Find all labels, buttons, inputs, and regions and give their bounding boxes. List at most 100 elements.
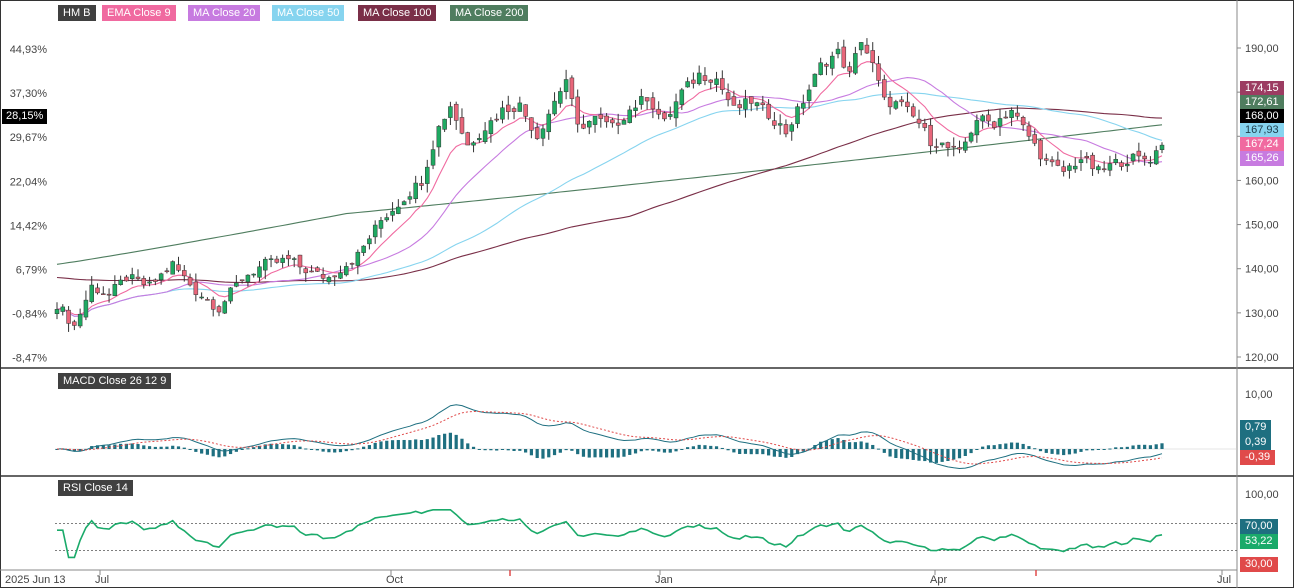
macd-histogram-bar	[263, 444, 267, 449]
candle-body	[644, 97, 650, 102]
candle-body	[997, 118, 1003, 127]
macd-histogram-bar	[1143, 444, 1147, 449]
candle-body	[396, 206, 401, 214]
candle-body	[633, 107, 638, 111]
candle-body	[928, 124, 933, 147]
macd-histogram-bar	[1004, 443, 1008, 449]
macd-histogram-bar	[471, 446, 476, 449]
candle-body	[939, 142, 945, 146]
candle-body	[303, 268, 309, 274]
macd-histogram-bar	[460, 438, 464, 449]
macd-histogram-bar	[113, 444, 117, 449]
macd-histogram-bar	[1027, 446, 1031, 449]
candle-body	[986, 114, 991, 122]
macd-histogram-bar	[547, 449, 551, 458]
candle-body	[760, 102, 766, 106]
candle-body	[506, 104, 511, 112]
candle-body	[737, 104, 742, 109]
macd-histogram-bar	[1131, 445, 1135, 449]
candle-body	[118, 279, 123, 285]
macd-histogram-bar	[518, 449, 522, 451]
candle-body	[372, 224, 378, 238]
candle-body	[806, 89, 812, 101]
candle-body	[1026, 125, 1032, 137]
macd-histogram-bar	[338, 449, 343, 453]
candle-body	[714, 78, 719, 85]
candle-body	[789, 124, 794, 132]
candle-body	[841, 46, 847, 68]
macd-indicator-label[interactable]: MACD Close 26 12 9	[58, 373, 172, 389]
macd-histogram-bar	[367, 445, 372, 449]
macd-histogram-bar	[1033, 448, 1037, 450]
macd-histogram-bar	[969, 449, 973, 454]
macd-histogram-bar	[500, 449, 505, 450]
macd-histogram-bar	[1067, 449, 1072, 455]
macd-histogram-bar	[1038, 449, 1043, 452]
macd-histogram-bar	[622, 449, 626, 457]
macd-histogram-bar	[437, 435, 441, 449]
candle-body	[344, 266, 349, 276]
rsi-indicator-label[interactable]: RSI Close 14	[58, 480, 133, 496]
candle-body	[60, 306, 66, 312]
candle-body	[193, 281, 199, 295]
macd-histogram-bar	[1148, 445, 1153, 449]
candle-body	[974, 120, 980, 136]
macd-histogram-bar	[466, 443, 470, 449]
legend-ma100[interactable]: MA Close 100	[358, 5, 437, 21]
macd-histogram-bar	[610, 449, 614, 458]
macd-histogram-bar	[489, 449, 493, 451]
candle-body	[1038, 139, 1043, 160]
percent-tick-label: 29,67%	[10, 132, 48, 144]
candle-body	[517, 102, 523, 112]
macd-histogram-bar	[552, 449, 557, 456]
macd-histogram-bar	[645, 449, 649, 451]
candle-body	[801, 103, 806, 109]
legend-ma20[interactable]: MA Close 20	[188, 5, 261, 21]
candle-body	[864, 44, 870, 54]
candle-body	[263, 258, 268, 271]
candle-body	[453, 103, 459, 121]
legend-ma200[interactable]: MA Close 200	[450, 5, 529, 21]
candle-body	[488, 120, 494, 134]
candle-body	[731, 96, 737, 106]
macd-histogram-bar	[558, 449, 562, 453]
candle-body	[772, 120, 777, 126]
macd-tick-label: 10,00	[1245, 389, 1273, 401]
macd-histogram-bar	[876, 448, 881, 450]
candle-body	[621, 120, 627, 125]
legend-symbol[interactable]: HM B	[58, 5, 96, 21]
macd-histogram-bar	[564, 449, 568, 451]
candle-body	[326, 277, 332, 283]
candle-body	[1136, 150, 1142, 157]
macd-histogram-bar	[176, 446, 181, 449]
legend-ma50[interactable]: MA Close 50	[272, 5, 345, 21]
macd-histogram-bar	[1119, 447, 1124, 449]
macd-histogram-bar	[1021, 443, 1025, 449]
price-tag-ema9: 167,24	[1240, 137, 1284, 152]
candle-body	[581, 123, 586, 129]
macd-histogram-bar	[362, 446, 366, 449]
macd-histogram-bar	[1096, 449, 1100, 450]
candle-body	[187, 277, 193, 286]
time-tick-label: Apr	[930, 574, 947, 586]
candle-body	[853, 53, 858, 74]
candle-body	[910, 106, 916, 117]
candle-body	[106, 293, 112, 296]
macd-histogram-bar	[142, 445, 146, 449]
candlestick-series	[54, 38, 1165, 332]
macd-histogram-bar	[1009, 442, 1014, 449]
macd-histogram-bar	[524, 449, 528, 453]
price-tick-label: 120,00	[1245, 352, 1279, 364]
candle-body	[309, 270, 314, 273]
macd-histogram-bar	[315, 449, 319, 451]
macd-histogram-bar	[379, 441, 383, 449]
candle-body	[1130, 153, 1136, 162]
candle-body	[534, 127, 540, 139]
price-tag-ma50: 167,93	[1240, 123, 1284, 138]
legend-ema9[interactable]: EMA Close 9	[102, 5, 176, 21]
candle-body	[153, 279, 158, 282]
macd-histogram-bar	[859, 441, 863, 449]
candle-body	[882, 79, 887, 98]
macd-tag-macd: 0,79	[1240, 420, 1272, 435]
macd-histogram-bar	[986, 445, 991, 449]
